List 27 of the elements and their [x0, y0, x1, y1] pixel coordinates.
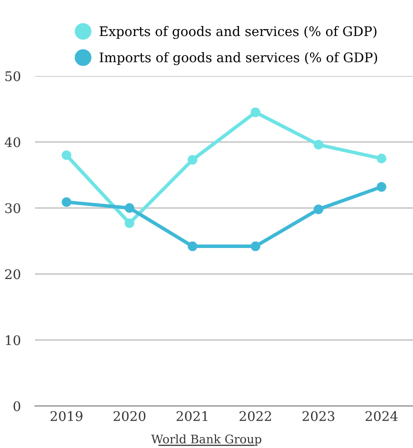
y-tick-label: 30 — [5, 203, 20, 214]
text: World Bank Group — [151, 434, 262, 446]
point — [62, 150, 72, 160]
point — [376, 182, 386, 192]
point — [250, 241, 260, 252]
point — [376, 154, 386, 164]
point — [124, 218, 134, 228]
x-tick-label: 2020 — [114, 411, 146, 422]
x-tick-label: 2022 — [240, 411, 271, 422]
y-tick-label: 20 — [5, 269, 20, 280]
y-tick-label: 40 — [4, 137, 20, 148]
point — [124, 203, 134, 213]
x-tick-label: 2024 — [366, 411, 398, 422]
y-tick-label: 10 — [6, 335, 20, 346]
point — [188, 154, 198, 165]
point — [314, 140, 324, 150]
x-tick-label: 2019 — [50, 411, 82, 422]
legend-label: Imports of goods and services (% of GDP) — [100, 52, 378, 66]
y-tick-label: 50 — [5, 71, 20, 82]
legend-label: Exports of goods and services (% of GDP) — [100, 26, 376, 39]
point — [250, 107, 260, 118]
point — [62, 197, 72, 207]
y-tick-label: 0 — [14, 401, 20, 412]
point — [188, 241, 198, 252]
x-tick-label: 2021 — [176, 411, 208, 422]
x-tick-label: 2023 — [302, 411, 334, 422]
point — [314, 204, 324, 214]
